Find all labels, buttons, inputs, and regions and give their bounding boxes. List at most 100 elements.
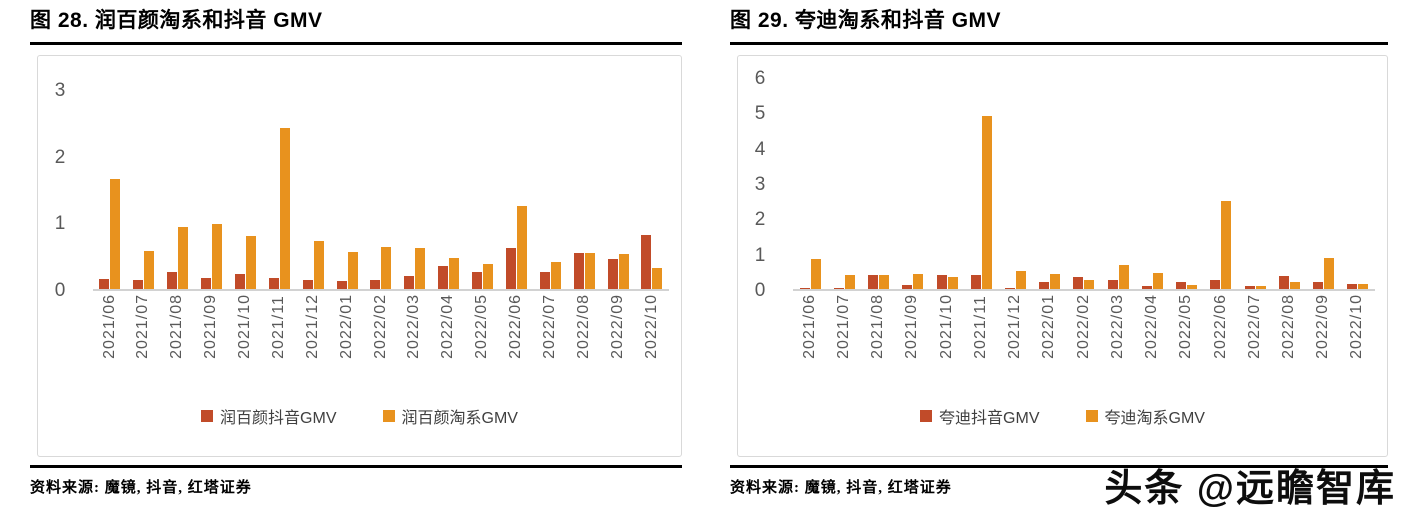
taoxi-gmv-bar (584, 253, 595, 289)
x-axis-label: 2022/09 (1314, 294, 1332, 359)
y-axis-tick: 5 (754, 103, 766, 125)
x-axis-cell: 2021/12 (998, 294, 1032, 359)
source-note: 资料来源: 魔镜, 抖音, 红塔证券 (30, 480, 252, 496)
x-axis-cell: 2022/04 (432, 294, 466, 359)
footer-rule (30, 465, 682, 468)
douyin-gmv-bar (336, 281, 347, 289)
legend-swatch-icon (201, 410, 214, 422)
category-group (964, 77, 998, 289)
douyin-gmv-bar (505, 247, 516, 289)
douyin-gmv-bar (1210, 280, 1221, 289)
douyin-gmv-bar (1073, 277, 1084, 289)
x-axis-cell: 2021/12 (296, 294, 330, 359)
legend: 夸迪抖音GMV 夸迪淘系GMV (738, 404, 1387, 428)
taoxi-gmv-bar (178, 227, 189, 289)
x-axis-cell: 2022/04 (1135, 294, 1169, 359)
x-axis-cell: 2022/03 (1101, 294, 1135, 359)
douyin-gmv-bar (1039, 281, 1050, 289)
x-axis-label: 2022/09 (608, 294, 626, 359)
taoxi-gmv-bar (810, 258, 821, 289)
taoxi-gmv-bar (1324, 258, 1335, 289)
douyin-gmv-bar (167, 271, 178, 289)
category-group (827, 77, 861, 289)
x-axis-label: 2022/01 (337, 294, 355, 359)
plot-area (93, 89, 669, 291)
douyin-gmv-bar (1313, 282, 1324, 289)
category-group (500, 89, 534, 289)
taoxi-gmv-bar (1358, 284, 1369, 289)
category-group (466, 89, 500, 289)
category-group (1204, 77, 1238, 289)
x-axis-cell: 2022/08 (1272, 294, 1306, 359)
y-axis-tick: 2 (54, 146, 66, 168)
taoxi-gmv-bar (245, 236, 256, 289)
legend-label: 夸迪抖音GMV (939, 410, 1040, 427)
taoxi-gmv-bar (212, 223, 223, 289)
x-axis-cell: 2022/09 (1307, 294, 1341, 359)
x-axis-label: 2022/06 (1211, 294, 1229, 359)
douyin-gmv-bar (1347, 284, 1358, 289)
figure-28-title: 图 28. 润百颜淘系和抖音 GMV (30, 9, 323, 32)
douyin-gmv-bar (302, 280, 313, 289)
taoxi-gmv-bar (1255, 286, 1266, 289)
taoxi-gmv-bar (347, 252, 358, 289)
x-axis-label: 2022/05 (473, 294, 491, 359)
douyin-gmv-bar (1141, 286, 1152, 289)
douyin-gmv-bar (799, 287, 810, 289)
category-group (1170, 77, 1204, 289)
x-axis-label: 2022/03 (1108, 294, 1126, 359)
category-group (635, 89, 669, 289)
figure-29-panel: 图 29. 夸迪淘系和抖音 GMV 0 1 2 3 4 5 6 2021/06 2021/07… (730, 6, 1388, 497)
taoxi-gmv-bar (844, 275, 855, 289)
x-axis-cell: 2022/02 (1067, 294, 1101, 359)
taoxi-gmv-bar (516, 205, 527, 289)
x-axis-label: 2022/07 (540, 294, 558, 359)
y-axis-tick: 4 (754, 138, 766, 160)
category-group (601, 89, 635, 289)
x-axis-cell: 2021/08 (161, 294, 195, 359)
taoxi-gmv-bar (1050, 274, 1061, 289)
x-axis-label: 2022/08 (1280, 294, 1297, 359)
category-group (1307, 77, 1341, 289)
x-axis-cell: 2021/09 (195, 294, 229, 359)
x-axis-cell: 2022/09 (601, 294, 635, 359)
taoxi-gmv-bar (652, 268, 663, 289)
douyin-gmv-bar (902, 284, 913, 289)
douyin-gmv-bar (539, 271, 550, 289)
category-group (533, 89, 567, 289)
x-axis-label: 2021/08 (869, 294, 887, 359)
legend-swatch-icon (382, 410, 395, 422)
x-axis-label: 2021/09 (903, 294, 921, 359)
category-group (1067, 77, 1101, 289)
x-axis-cell: 2022/01 (330, 294, 364, 359)
x-axis-label: 2022/04 (439, 294, 457, 359)
x-axis-cell: 2022/05 (466, 294, 500, 359)
douyin-gmv-bar (404, 276, 415, 289)
douyin-gmv-bar (234, 273, 245, 289)
x-axis-cell: 2021/10 (229, 294, 263, 359)
x-axis-label: 2021/12 (303, 294, 321, 359)
y-axis-tick: 1 (754, 244, 766, 266)
taoxi-gmv-bar (1118, 264, 1129, 289)
x-axis-cell: 2021/07 (827, 294, 861, 359)
source-note: 资料来源: 魔镜, 抖音, 红塔证券 (730, 480, 952, 496)
y-axis-tick: 2 (754, 209, 766, 231)
x-axis-label: 2021/11 (971, 295, 989, 359)
x-axis-cell: 2022/05 (1170, 294, 1204, 359)
douyin-gmv-bar (833, 287, 844, 289)
category-group (398, 89, 432, 289)
y-axis: 0 1 2 3 4 5 6 (738, 56, 788, 456)
legend-swatch-icon (1085, 410, 1098, 422)
x-axis-label: 2022/08 (574, 294, 592, 359)
x-axis: 2021/06 2021/07 2021/08 2021/09 2021/10 2021/… (793, 294, 1375, 359)
x-axis-cell: 2022/02 (364, 294, 398, 359)
x-axis-cell: 2022/07 (533, 294, 567, 359)
category-group (567, 89, 601, 289)
taoxi-gmv-bar (981, 115, 992, 289)
category-group (161, 89, 195, 289)
legend-item-douyin-gmv: 夸迪抖音GMV (920, 404, 1040, 428)
x-axis-label: 2021/06 (800, 294, 818, 359)
x-axis-cell: 2021/07 (127, 294, 161, 359)
legend-item-taoxi-gmv: 夸迪淘系GMV (1085, 404, 1205, 428)
